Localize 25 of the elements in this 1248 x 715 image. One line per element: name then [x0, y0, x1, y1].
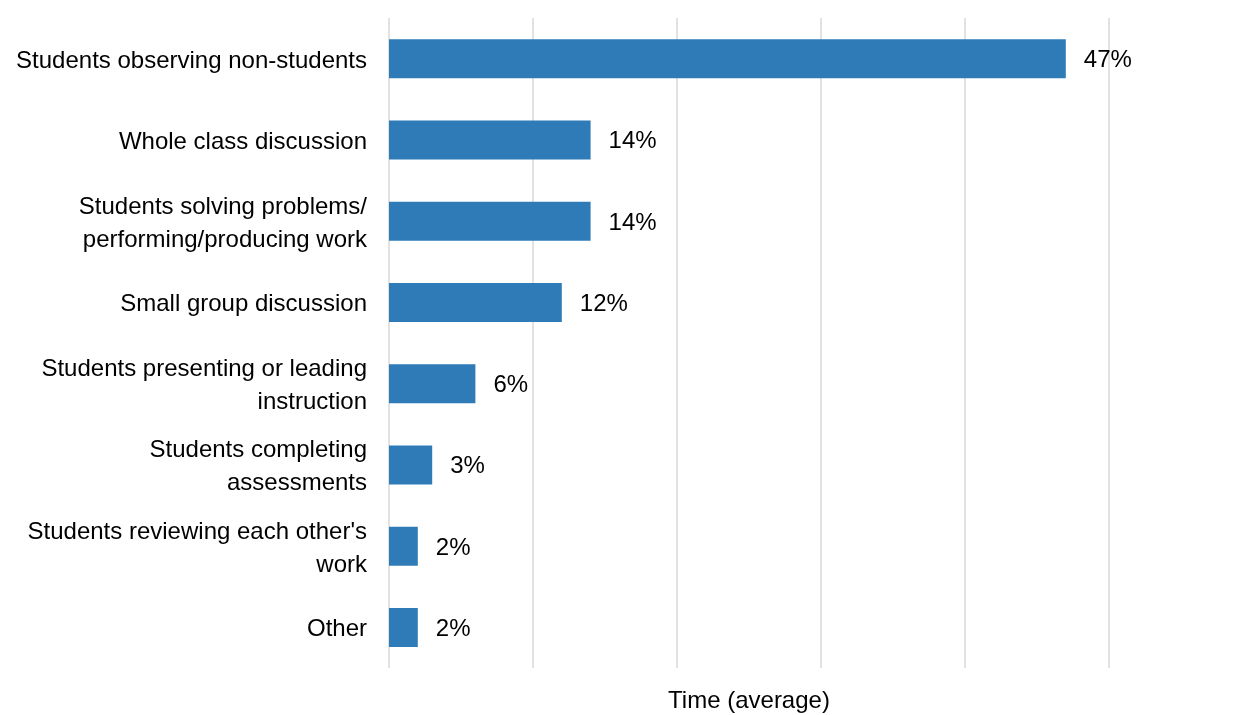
- y-tick-label: Whole class discussion: [118, 126, 367, 154]
- y-tick-label: Other: [306, 613, 367, 641]
- data-label: 14%: [608, 207, 657, 235]
- data-label: 6%: [493, 370, 529, 398]
- data-label: 12%: [579, 288, 628, 316]
- bar: [389, 282, 562, 322]
- bar: [389, 364, 476, 404]
- data-label: 47%: [1083, 45, 1132, 73]
- y-tick-label: Students reviewing each other's work: [27, 516, 368, 577]
- bar: [389, 445, 433, 485]
- data-label: 14%: [608, 126, 657, 154]
- y-tick-label: Students presenting or leading instruction: [41, 353, 367, 414]
- bar: [389, 526, 418, 566]
- bar: [389, 201, 591, 241]
- y-tick-label: Small group discussion: [120, 288, 367, 316]
- y-tick-label: Students completing assessments: [149, 434, 367, 495]
- y-tick-label: Students observing non-students: [16, 45, 367, 73]
- x-axis-title: Time (average): [668, 686, 830, 713]
- data-label: 2%: [435, 613, 471, 641]
- bar: [389, 39, 1066, 79]
- data-label: 2%: [435, 532, 471, 560]
- data-label: 3%: [450, 451, 485, 479]
- y-tick-label: Students solving problems/ performing/producing work: [78, 191, 368, 252]
- bar: [389, 120, 591, 160]
- bar: [389, 607, 418, 647]
